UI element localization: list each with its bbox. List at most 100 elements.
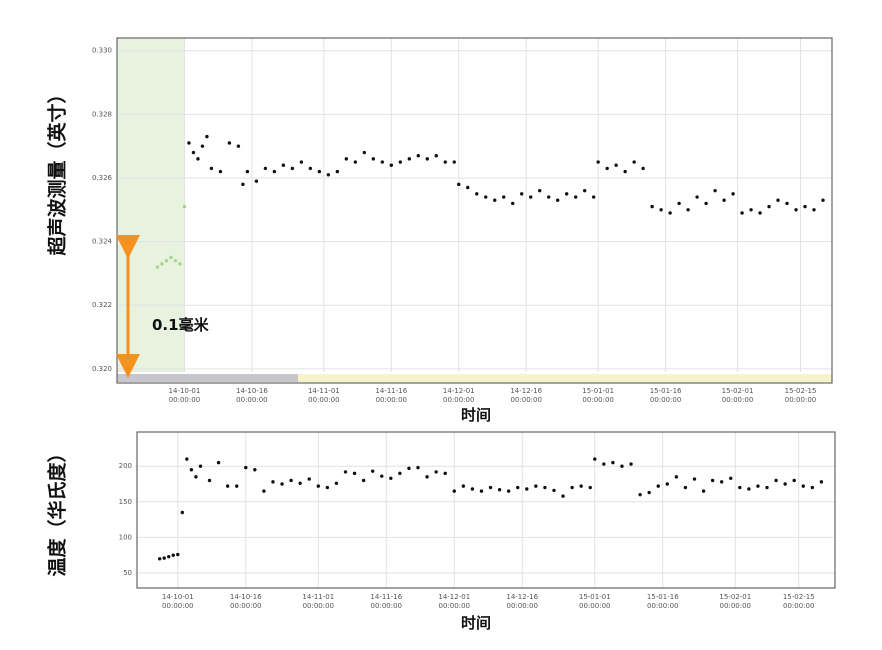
point: [641, 166, 645, 171]
point: [425, 475, 429, 479]
y-tick-label: 150: [119, 498, 132, 506]
point: [756, 484, 760, 488]
point: [659, 208, 663, 212]
point: [692, 477, 697, 481]
x-tick-label: 14-10-16 00:00:00: [229, 593, 262, 610]
point: [710, 478, 715, 483]
point: [325, 485, 330, 490]
status-strip: [298, 374, 832, 382]
point: [534, 484, 538, 488]
point: [443, 160, 447, 164]
point: [398, 471, 402, 476]
point: [225, 484, 230, 488]
point: [280, 482, 284, 486]
point: [674, 475, 679, 479]
point: [353, 160, 358, 164]
x-tick-label: 15-02-01 00:00:00: [719, 593, 752, 610]
point: [461, 484, 466, 488]
point: [614, 163, 618, 167]
point: [218, 169, 223, 174]
point: [812, 208, 816, 212]
status-strip: [117, 374, 298, 382]
point: [171, 553, 175, 557]
point: [803, 204, 807, 209]
x-tick-label: 14-12-16 00:00:00: [506, 593, 539, 610]
point: [263, 166, 268, 171]
point: [380, 474, 384, 478]
point: [605, 166, 609, 171]
point: [407, 157, 411, 161]
point: [326, 173, 331, 177]
point: [362, 150, 367, 155]
point: [611, 460, 615, 465]
point: [632, 160, 636, 164]
point: [749, 208, 753, 212]
point: [686, 208, 690, 212]
y-axis-title: 超声波测量（英寸）: [46, 84, 69, 256]
point: [546, 195, 551, 199]
point: [588, 485, 592, 490]
x-axis-title: 时间: [461, 614, 491, 632]
point: [484, 195, 488, 199]
point: [623, 169, 627, 174]
point: [665, 482, 669, 486]
point: [506, 489, 511, 493]
point: [502, 195, 506, 199]
x-tick-label: 15-01-16 00:00:00: [646, 593, 679, 610]
point: [236, 144, 241, 148]
point: [299, 160, 304, 164]
x-tick-label: 14-11-01 00:00:00: [307, 387, 340, 404]
annotation: 0.1毫米: [152, 316, 210, 334]
point: [198, 464, 203, 468]
point: [160, 262, 164, 266]
point: [591, 195, 596, 199]
point: [701, 489, 706, 493]
point: [182, 204, 187, 209]
point: [200, 144, 205, 148]
x-tick-label: 14-11-01 00:00:00: [302, 593, 335, 610]
point: [776, 198, 780, 202]
point: [516, 485, 520, 490]
point: [629, 462, 633, 466]
x-tick-label: 14-11-16 00:00:00: [370, 593, 403, 610]
point: [191, 150, 196, 155]
point: [169, 255, 173, 260]
point: [176, 552, 180, 557]
point: [497, 487, 502, 492]
point: [767, 204, 771, 209]
point: [758, 211, 762, 215]
plot-bg: [117, 38, 832, 372]
x-axis-title: 时间: [461, 406, 491, 424]
point: [457, 182, 461, 187]
point: [792, 478, 796, 483]
point: [167, 554, 171, 559]
point: [155, 265, 160, 269]
point: [180, 510, 185, 515]
x-tick-label: 14-12-01 00:00:00: [438, 593, 471, 610]
point: [281, 163, 286, 167]
point: [317, 169, 322, 174]
point: [334, 481, 339, 485]
point: [561, 494, 565, 498]
point: [801, 484, 805, 488]
point: [371, 157, 376, 161]
point: [668, 211, 672, 215]
point: [810, 485, 815, 490]
point: [529, 195, 533, 199]
point: [731, 192, 735, 196]
point: [596, 160, 600, 164]
point: [164, 258, 169, 263]
x-tick-label: 15-02-01 00:00:00: [721, 387, 754, 404]
point: [650, 204, 654, 209]
point: [244, 465, 248, 470]
y-tick-label: 0.320: [92, 365, 112, 373]
plot-frame: [116, 37, 833, 384]
point: [434, 470, 438, 474]
point: [695, 195, 699, 199]
y-tick-label: 0.324: [92, 238, 113, 246]
point: [677, 201, 681, 206]
point: [416, 465, 420, 470]
point: [157, 557, 162, 561]
